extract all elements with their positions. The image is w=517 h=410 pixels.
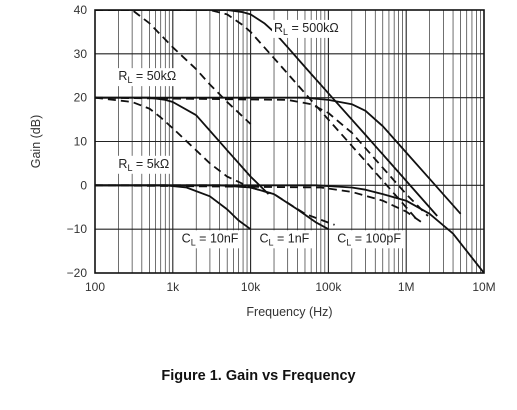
series-lines: [95, 10, 484, 273]
y-tick-label: 0: [80, 178, 87, 192]
series-line-dashed-12: [95, 184, 335, 226]
plot-frame: [94, 9, 485, 274]
series-line-dashed-10: [95, 96, 251, 189]
series-line-dashed-8: [95, 184, 423, 224]
grid: [95, 10, 484, 273]
x-tick-label: 1M: [398, 280, 415, 294]
x-tick-label: 1k: [166, 280, 180, 294]
annotation-label: RL = 50kΩ: [116, 68, 179, 87]
annotation-text: RL = 500kΩ: [274, 21, 339, 37]
x-tick-label: 10k: [241, 280, 261, 294]
annotation-background: [335, 230, 404, 249]
annotation-label: CL = 100pF: [335, 230, 404, 249]
annotation-label: RL = 5kΩ: [116, 155, 172, 174]
annotation-text: CL = 1nF: [259, 231, 309, 247]
series-line-solid-11: [95, 184, 329, 230]
figure-caption: Figure 1. Gain vs Frequency: [161, 368, 356, 384]
y-tick-label: −20: [67, 266, 88, 280]
annotation-label: CL = 1nF: [257, 230, 312, 249]
annotation-label: RL = 500kΩ: [272, 19, 341, 38]
x-tick-label: 10M: [472, 280, 495, 294]
x-axis-title: Frequency (Hz): [246, 305, 332, 319]
annotation-background: [116, 68, 179, 87]
series-line-solid-3: [95, 96, 462, 215]
series-line-dashed-6: [95, 10, 252, 125]
series-line-solid-1: [95, 10, 438, 217]
series-line-solid-4: [95, 96, 270, 195]
annotation-background: [257, 230, 312, 249]
annotation-text: RL = 50kΩ: [118, 69, 176, 85]
y-tick-label: 20: [74, 91, 88, 105]
annotation-text: CL = 100pF: [337, 231, 401, 247]
annotation-background: [179, 230, 241, 249]
annotation-label: CL = 10nF: [179, 230, 241, 249]
annotation-text: RL = 5kΩ: [118, 157, 169, 173]
annotation-background: [116, 155, 172, 174]
x-tick-label: 100k: [315, 280, 342, 294]
y-tick-label: 40: [74, 3, 88, 17]
series-line-dashed-5: [95, 96, 429, 217]
y-tick-label: 10: [74, 135, 88, 149]
annotation-text: CL = 10nF: [182, 231, 239, 247]
series-line-dashed-2: [95, 10, 419, 221]
annotations: RL = 500kΩ RL = 50kΩ RL = 5kΩ CL = 10nF CL =…: [116, 19, 404, 249]
series-line-solid-7: [95, 184, 484, 273]
y-tick-label: 30: [74, 47, 88, 61]
x-tick-label: 100: [85, 280, 105, 294]
annotation-background: [272, 19, 341, 38]
y-axis-title: Gain (dB): [29, 115, 43, 169]
y-tick-label: −10: [67, 222, 88, 236]
